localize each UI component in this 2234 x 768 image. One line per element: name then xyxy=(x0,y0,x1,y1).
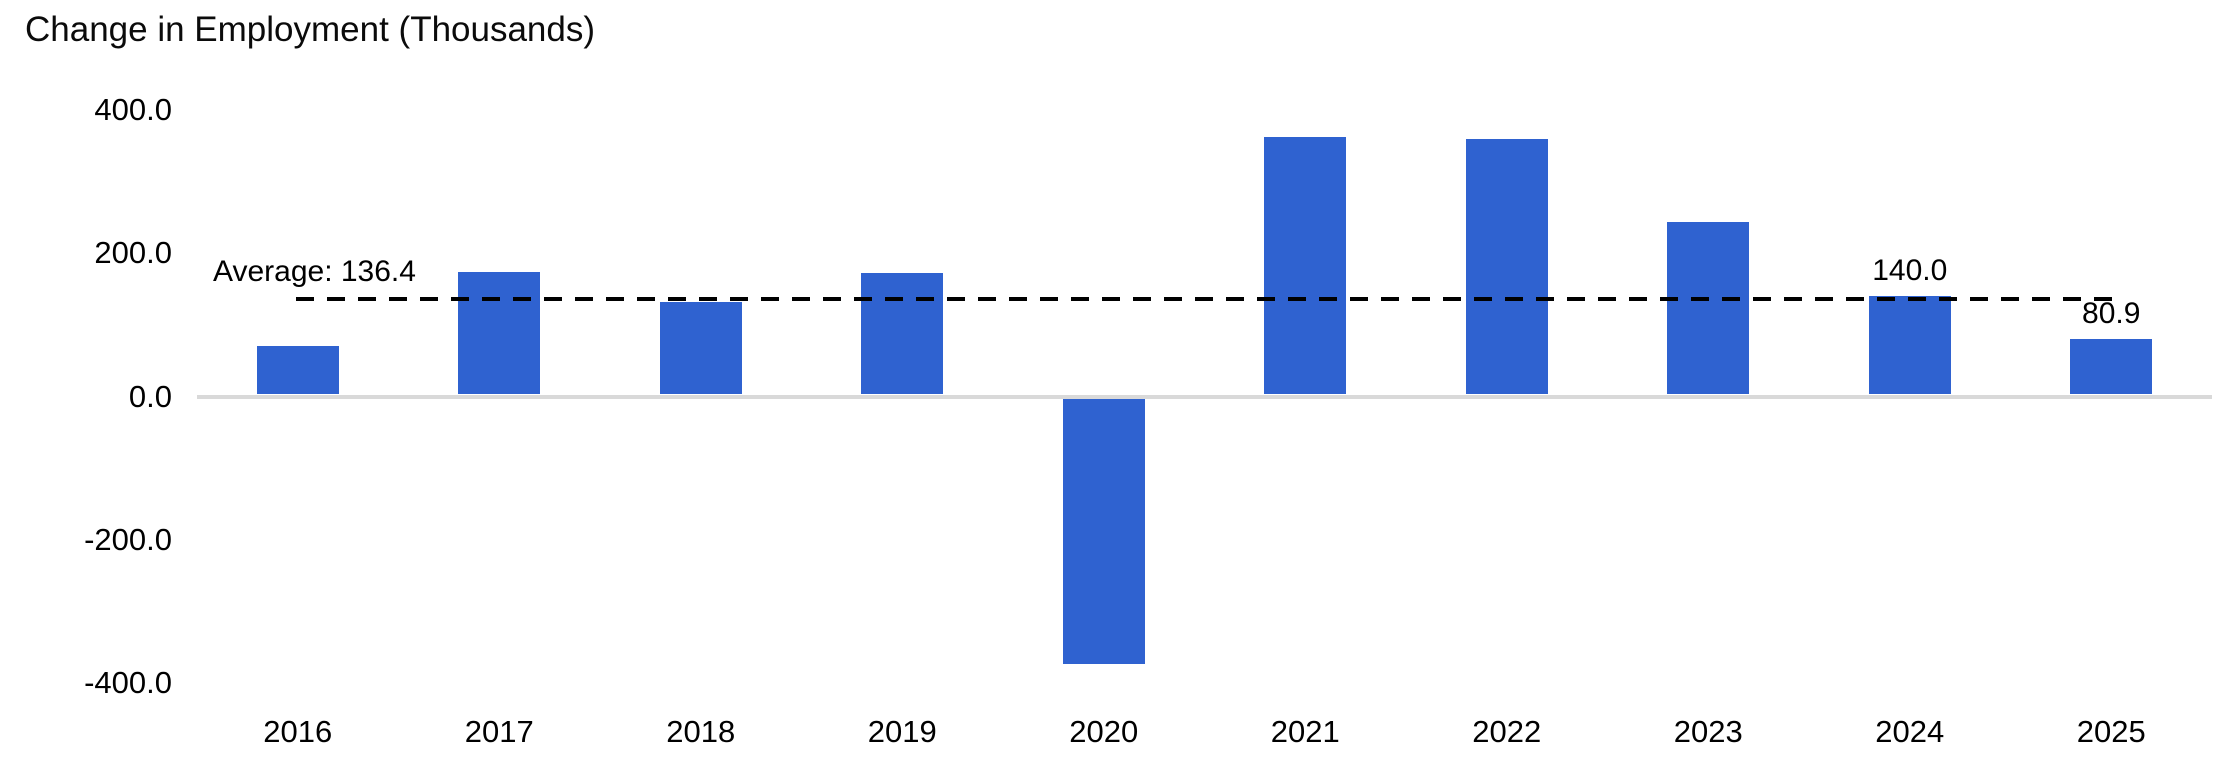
x-axis-tick-label: 2025 xyxy=(2076,714,2146,749)
bar-2016 xyxy=(256,345,339,395)
y-axis-tick-label: 400.0 xyxy=(94,92,172,127)
x-axis-tick-label: 2016 xyxy=(263,714,333,749)
x-axis-tick-label: 2024 xyxy=(1875,714,1945,749)
x-axis-tick-label: 2023 xyxy=(1673,714,1743,749)
bar-value-label: 140.0 xyxy=(1872,254,1948,288)
x-axis-tick-label: 2021 xyxy=(1270,714,1340,749)
y-axis-tick-label: 0.0 xyxy=(128,378,172,414)
average-dashed-line xyxy=(295,296,2114,301)
x-axis-tick-label: 2022 xyxy=(1472,714,1542,749)
bar-2025 xyxy=(2070,338,2153,395)
bar-2019 xyxy=(861,272,944,395)
chart-title: Change in Employment (Thousands) xyxy=(25,10,596,49)
y-axis-tick-label: -200.0 xyxy=(84,521,172,557)
x-axis-tick-label: 2020 xyxy=(1069,714,1139,749)
bar-2017 xyxy=(458,271,541,395)
bar-2018 xyxy=(659,301,742,395)
x-axis-tick-label: 2019 xyxy=(867,714,937,749)
bar-2023 xyxy=(1667,222,1750,395)
bar-2020 xyxy=(1062,398,1145,664)
x-axis-line xyxy=(197,394,2212,399)
average-line-label: Average: 136.4 xyxy=(213,255,416,288)
bar-2022 xyxy=(1465,138,1548,395)
bar-value-label: 80.9 xyxy=(2082,296,2141,330)
y-axis-tick-label: 200.0 xyxy=(94,235,172,271)
x-axis-tick-label: 2018 xyxy=(666,714,736,749)
bar-2021 xyxy=(1264,136,1347,395)
y-axis-tick-label: -400.0 xyxy=(84,665,172,700)
bar-2024 xyxy=(1868,296,1951,395)
x-axis-tick-label: 2017 xyxy=(464,714,534,749)
